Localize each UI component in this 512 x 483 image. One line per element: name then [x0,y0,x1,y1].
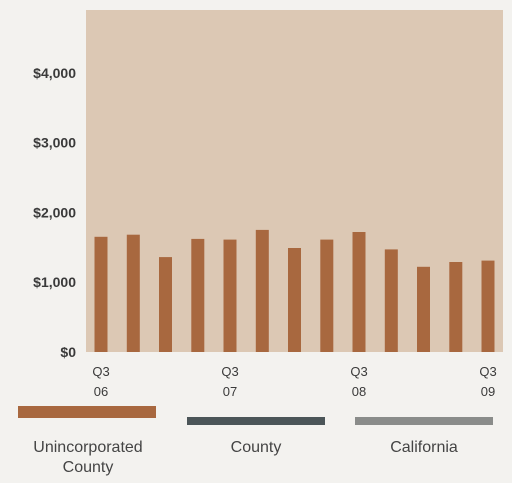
bar [126,234,140,352]
x-tick-label: Q3 [350,364,367,379]
bar [384,249,398,352]
bar [255,229,269,352]
x-tick-label: Q3 [221,364,238,379]
y-tick-label: $2,000 [33,204,76,220]
y-tick-label: $3,000 [33,135,76,151]
legend-label-california: California [355,438,493,458]
bar [449,262,463,352]
bar [94,236,108,352]
bar [159,257,172,352]
legend-label-line-1: California [390,439,458,456]
x-tick-label: Q3 [92,364,109,379]
x-tick-label: 06 [94,384,108,399]
y-axis-ticks: $0 $1,000 $2,000 $3,000 $4,000 [33,65,76,360]
y-tick-label: $1,000 [33,274,76,290]
legend-swatch-california [355,417,493,425]
x-tick-label: 08 [352,384,366,399]
legend-label-line-1: County [230,439,282,456]
bar [417,266,430,352]
legend-label-county: County [187,438,325,458]
bar [320,239,334,352]
x-tick-label: 09 [481,384,495,399]
bar [191,238,205,352]
bar [223,239,237,352]
bars [94,229,495,352]
bar [288,248,301,352]
y-tick-label: $0 [60,344,76,360]
y-tick-label: $4,000 [33,65,76,81]
x-tick-label: Q3 [479,364,496,379]
x-axis-ticks: Q3 06 Q3 07 Q3 08 Q3 09 [92,364,496,399]
bar [481,260,495,352]
legend-label-line-1: Unincorporated [33,439,143,456]
x-tick-label: 07 [223,384,237,399]
bar [352,232,366,352]
legend-swatch-county [187,417,325,425]
legend-label-line-2: County [62,459,114,476]
legend-swatch-unincorporated-county [18,406,156,418]
legend-label-unincorporated-county: Unincorporated County [0,438,176,478]
